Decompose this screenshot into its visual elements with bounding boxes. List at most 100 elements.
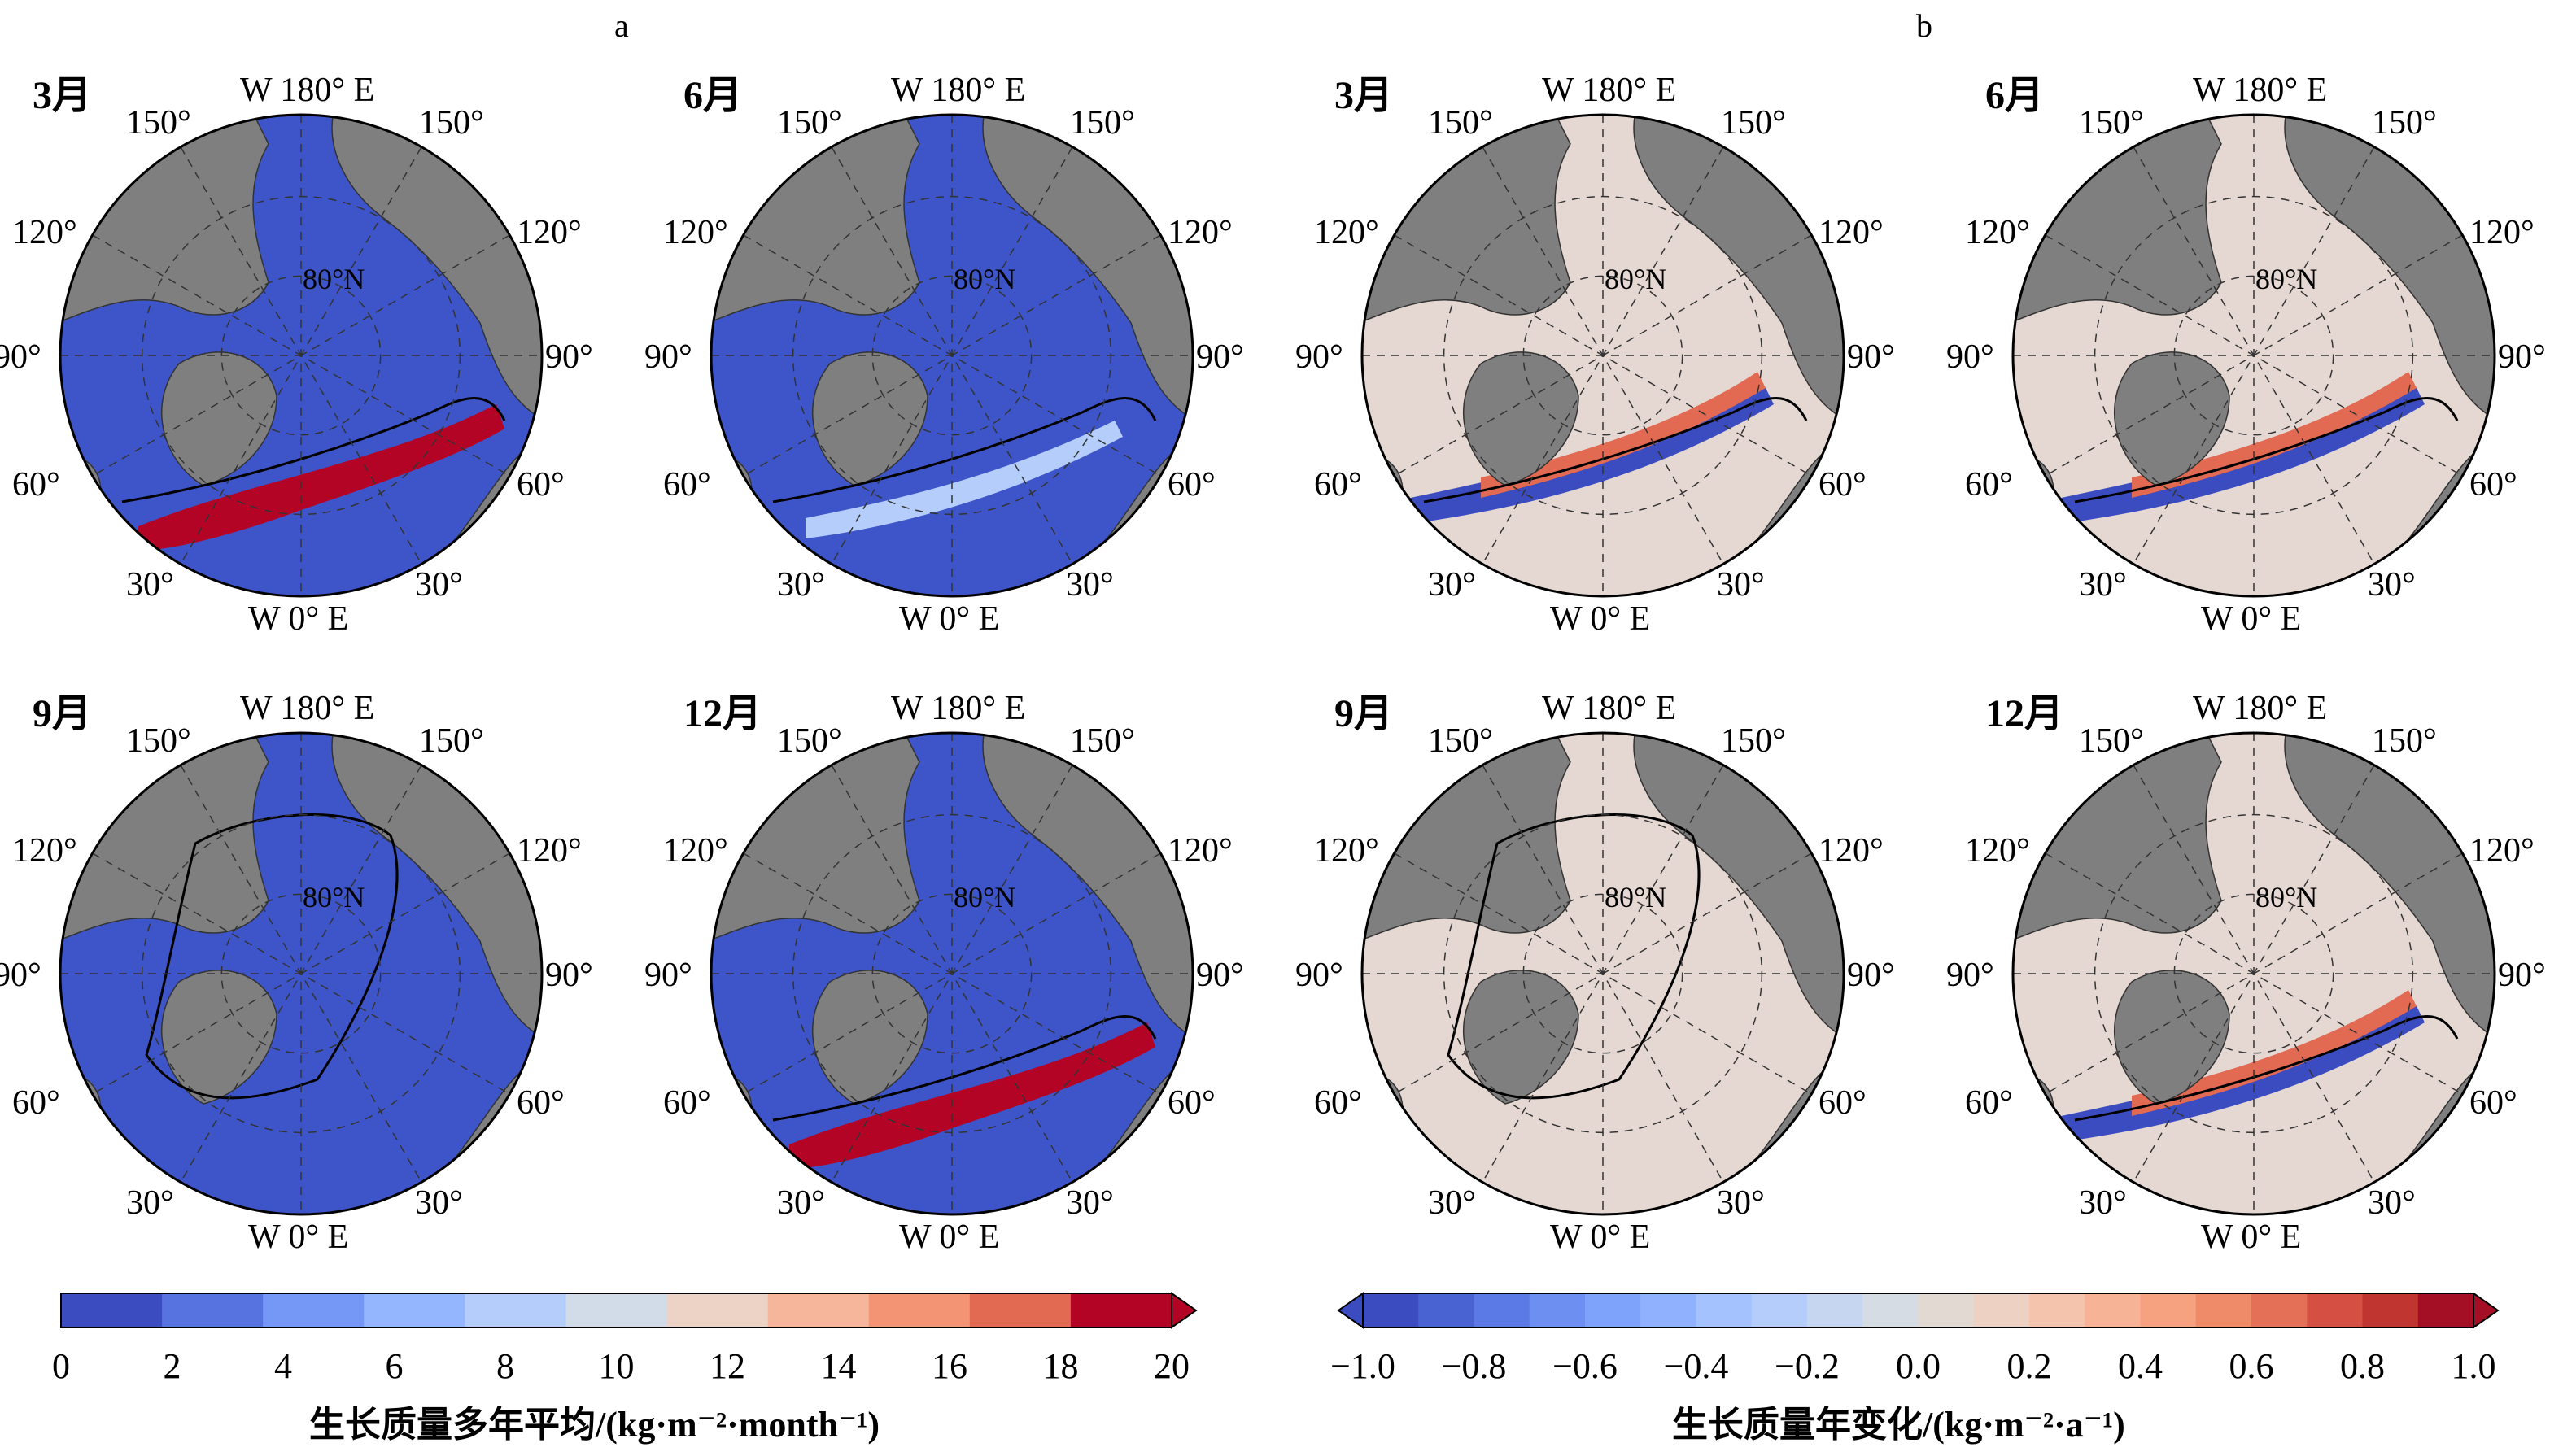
lon-bottom-label: W 0° E xyxy=(899,600,1000,638)
lon-120e-label: 120° xyxy=(2469,214,2535,251)
lon-120e-label: 120° xyxy=(517,832,582,870)
lon-90w-label: 90° xyxy=(0,338,41,376)
map-frame xyxy=(2011,113,2496,598)
colorbar-swatch xyxy=(666,1293,769,1327)
lon-bottom-label: W 0° E xyxy=(899,1218,1000,1256)
lon-150w-label: 150° xyxy=(1428,722,1493,760)
lon-top-label: W 180° E xyxy=(1542,72,1677,109)
lon-60e-label: 60° xyxy=(2469,1084,2517,1122)
lon-30e-label: 30° xyxy=(415,566,463,604)
lon-150e-label: 150° xyxy=(1070,722,1135,760)
lon-90e-label: 90° xyxy=(1847,338,1895,376)
colorbar-swatch xyxy=(1918,1293,1975,1327)
lon-150e-label: 150° xyxy=(2372,104,2437,142)
lon-30e-label: 30° xyxy=(415,1184,463,1222)
colorbar-swatch xyxy=(565,1293,668,1327)
lon-30w-label: 30° xyxy=(777,566,825,604)
lon-90e-label: 90° xyxy=(1196,338,1244,376)
lon-60w-label: 60° xyxy=(1314,466,1362,503)
colorbar-tick-label: 2 xyxy=(164,1346,181,1386)
colorbar-tick-label: −0.8 xyxy=(1442,1346,1507,1386)
lon-150w-label: 150° xyxy=(126,722,191,760)
lon-90w-label: 90° xyxy=(1946,338,1994,376)
lon-30w-label: 30° xyxy=(2079,566,2127,604)
lon-30e-label: 30° xyxy=(1717,1184,1765,1222)
lon-60w-label: 60° xyxy=(663,466,711,503)
month-label-b-jun: 6月 xyxy=(1985,74,2045,117)
lon-120e-label: 120° xyxy=(1819,832,1884,870)
graticule xyxy=(60,733,542,1214)
map-frame xyxy=(59,113,544,598)
panel-letter-b: b xyxy=(1916,7,1932,44)
lon-120e-label: 120° xyxy=(1168,832,1233,870)
lon-30e-label: 30° xyxy=(2368,566,2416,604)
colorbar-swatch xyxy=(2195,1293,2252,1327)
colorbar-swatch xyxy=(1585,1293,1641,1327)
lon-150w-label: 150° xyxy=(777,722,842,760)
polar-map-a-mar xyxy=(59,113,544,598)
high-growth-band xyxy=(138,404,504,551)
lon-30e-label: 30° xyxy=(2368,1184,2416,1222)
colorbar-swatch xyxy=(1418,1293,1474,1327)
colorbar-swatch xyxy=(767,1293,870,1327)
lon-30w-label: 30° xyxy=(777,1184,825,1222)
colorbar-swatch xyxy=(2251,1293,2308,1327)
colorbar-swatch xyxy=(1529,1293,1586,1327)
month-label-a-mar: 3月 xyxy=(33,74,92,117)
month-label-a-jun: 6月 xyxy=(683,74,743,117)
graticule xyxy=(60,115,542,596)
colorbar-swatch xyxy=(61,1293,163,1327)
lat-80-label: 80°N xyxy=(954,263,1016,295)
colorbar-extend-min xyxy=(1337,1292,1364,1329)
map-frame xyxy=(59,731,544,1216)
colorbar-swatch xyxy=(2362,1293,2419,1327)
colorbar-swatch xyxy=(2417,1293,2474,1327)
lat-80-label: 80°N xyxy=(303,263,365,295)
lat-80-label: 80°N xyxy=(2255,263,2318,295)
polar-map-a-sep xyxy=(59,731,544,1216)
lon-150w-label: 150° xyxy=(777,104,842,142)
map-frame xyxy=(1360,113,1845,598)
colorbar-tick-label: 18 xyxy=(1043,1346,1079,1386)
lon-120e-label: 120° xyxy=(1168,214,1233,251)
lon-60e-label: 60° xyxy=(1168,466,1216,503)
colorbar-tick-label: 0.8 xyxy=(2340,1346,2385,1386)
map-frame xyxy=(710,113,1194,598)
lon-top-label: W 180° E xyxy=(891,690,1026,727)
colorbar-a: 0 2 4 6 8 10 12 14 16 18 20 xyxy=(52,1292,1198,1386)
map-frame xyxy=(1360,731,1845,1216)
colorbar-a-title: 生长质量多年平均/(kg·m⁻²·month⁻¹) xyxy=(309,1405,880,1445)
lon-60w-label: 60° xyxy=(1965,466,2013,503)
lon-top-label: W 180° E xyxy=(1542,690,1677,727)
colorbar-swatch xyxy=(263,1293,365,1327)
lon-bottom-label: W 0° E xyxy=(2201,600,2302,638)
colorbar-tick-label: 0.4 xyxy=(2118,1346,2163,1386)
lon-bottom-label: W 0° E xyxy=(248,1218,349,1256)
graticule xyxy=(711,115,1193,596)
colorbar-b: −1.0 −0.8 −0.6 −0.4 −0.2 0.0 0.2 0.4 0.6 0.8 1.0 xyxy=(1330,1292,2500,1386)
colorbar-tick-label: 1.0 xyxy=(2452,1346,2496,1386)
lon-150e-label: 150° xyxy=(1721,722,1786,760)
lon-bottom-label: W 0° E xyxy=(248,600,349,638)
lon-60w-label: 60° xyxy=(12,466,60,503)
lon-90e-label: 90° xyxy=(545,957,593,994)
graticule xyxy=(2013,115,2495,596)
lon-60w-label: 60° xyxy=(663,1084,711,1122)
graticule xyxy=(1362,733,1844,1214)
colorbar-tick-label: 12 xyxy=(710,1346,745,1386)
colorbar-swatch xyxy=(162,1293,264,1327)
lon-60e-label: 60° xyxy=(2469,466,2517,503)
lon-120w-label: 120° xyxy=(12,214,77,251)
colorbar-tick-label: −0.4 xyxy=(1664,1346,1729,1386)
colorbar-tick-label: 0 xyxy=(52,1346,70,1386)
lon-120e-label: 120° xyxy=(2469,832,2535,870)
colorbar-swatch xyxy=(1070,1293,1172,1327)
lon-30e-label: 30° xyxy=(1717,566,1765,604)
colorbar-b-title: 生长质量年变化/(kg·m⁻²·a⁻¹) xyxy=(1672,1405,2125,1445)
lon-top-label: W 180° E xyxy=(240,690,375,727)
colorbar-tick-label: 0.0 xyxy=(1896,1346,1941,1386)
lon-30w-label: 30° xyxy=(1428,1184,1476,1222)
sea-ice-edge xyxy=(2074,397,2459,503)
colorbar-swatch xyxy=(868,1293,971,1327)
lon-90e-label: 90° xyxy=(1196,957,1244,994)
